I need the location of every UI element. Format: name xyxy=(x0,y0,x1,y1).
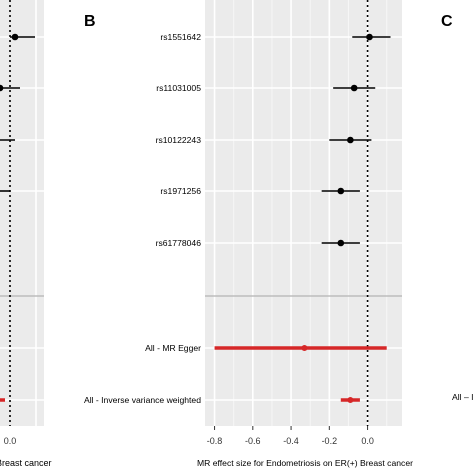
right-panel: C All – In xyxy=(441,13,474,402)
summary-point xyxy=(347,397,354,403)
snp-label: rs1971256 xyxy=(160,186,201,196)
snp-point xyxy=(366,33,373,41)
left-panel-marks xyxy=(0,33,35,402)
snp-label: rs11031005 xyxy=(156,83,201,93)
left-panel-xlabel-fragment: Breast cancer xyxy=(0,458,52,468)
panel-label-c: C xyxy=(441,13,453,30)
x-tick-label: 0.0 xyxy=(361,436,374,446)
snp-label: rs61778046 xyxy=(156,238,202,248)
left-point xyxy=(0,84,4,92)
snp-point xyxy=(337,239,345,247)
x-tick-label: -0.4 xyxy=(283,436,299,446)
left-panel-background xyxy=(0,0,44,426)
snp-point xyxy=(337,187,345,195)
snp-point xyxy=(350,84,358,92)
summary-label: All - Inverse variance weighted xyxy=(84,395,201,405)
center-panel-row-labels: rs1551642 rs11031005 rs10122243 rs1971256 rs… xyxy=(84,32,201,405)
x-tick-label: -0.2 xyxy=(322,436,338,446)
center-panel-xlabel: MR effect size for Endometriosis on ER(+… xyxy=(197,458,413,468)
left-panel-tick-label: 0.0 xyxy=(4,436,17,446)
left-point xyxy=(11,33,19,41)
left-panel: 0.0 Breast cancer xyxy=(0,0,52,468)
center-panel-marks xyxy=(214,33,391,403)
snp-label: rs1551642 xyxy=(160,32,201,42)
panel-label-b: B xyxy=(84,13,96,30)
summary-point xyxy=(301,345,308,351)
x-tick-label: -0.6 xyxy=(245,436,261,446)
snp-label: rs10122243 xyxy=(156,135,202,145)
summary-label: All - MR Egger xyxy=(145,343,201,353)
right-panel-row-label-fragment: All – In xyxy=(452,392,474,402)
snp-point xyxy=(347,136,354,144)
x-tick-label: -0.8 xyxy=(207,436,223,446)
center-panel-background xyxy=(205,0,402,426)
center-panel: B rs1551642 rs11031005 rs10122243 rs1971256… xyxy=(84,0,413,468)
center-panel-x-axis: -0.8 -0.6 -0.4 -0.2 0.0 xyxy=(207,426,374,446)
